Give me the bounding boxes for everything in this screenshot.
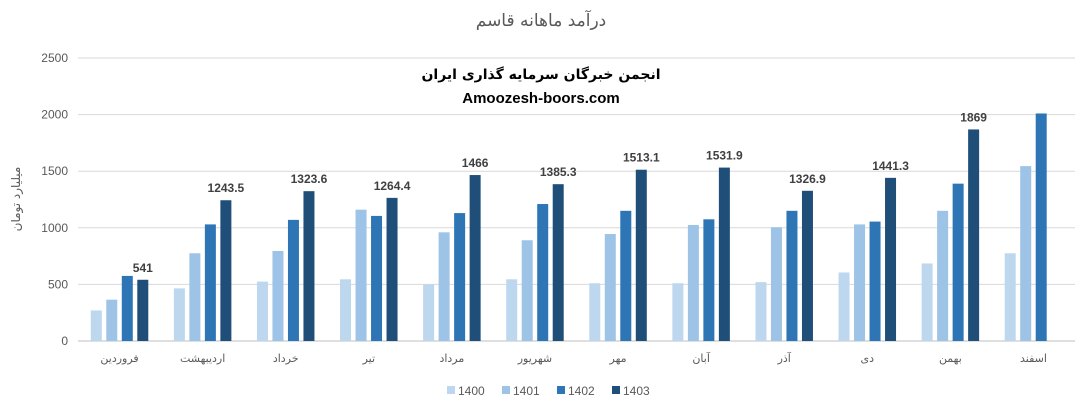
bar-1403-3 bbox=[303, 191, 315, 341]
bar-1402-10 bbox=[869, 221, 881, 341]
bar-1400-1 bbox=[90, 310, 102, 341]
bar-1400-5 bbox=[423, 284, 435, 341]
bar-1403-2 bbox=[220, 200, 232, 341]
bar-1401-1 bbox=[106, 299, 118, 341]
data-label: 1441.3 bbox=[872, 159, 909, 173]
category-label: خرداد bbox=[273, 352, 299, 365]
bar-1401-3 bbox=[272, 251, 284, 341]
category-label: شهریور bbox=[517, 352, 552, 365]
legend-item: 1400 bbox=[447, 384, 485, 398]
bar-1403-7 bbox=[635, 169, 647, 341]
data-label: 1264.4 bbox=[374, 179, 411, 193]
bar-1402-4 bbox=[371, 215, 383, 341]
category-label: دی bbox=[861, 352, 875, 365]
data-labels: 541 1243.5 1323.6 1264.4 1466 1385.3 1513.1 153… bbox=[133, 110, 988, 274]
y-tick-label: 2500 bbox=[41, 51, 68, 65]
bar-1401-9 bbox=[770, 227, 782, 341]
category-label: مهر bbox=[609, 352, 627, 365]
gridlines bbox=[78, 57, 1075, 342]
bar-1403-9 bbox=[801, 190, 813, 341]
bar-1401-2 bbox=[189, 253, 201, 341]
bar-1403-4 bbox=[386, 197, 398, 341]
bar-1402-11 bbox=[952, 183, 964, 341]
data-label: 1869 bbox=[960, 110, 987, 124]
data-label: 1513.1 bbox=[623, 151, 660, 165]
bar-1401-7 bbox=[604, 234, 616, 341]
category-label: اسفند bbox=[1020, 352, 1047, 365]
data-label: 1326.9 bbox=[789, 172, 826, 186]
category-label: بهمن bbox=[939, 352, 962, 365]
legend-item: 1403 bbox=[612, 384, 650, 398]
legend-swatch bbox=[612, 386, 620, 394]
bar-1402-12 bbox=[1035, 113, 1047, 341]
data-label: 1243.5 bbox=[208, 181, 245, 195]
legend-swatch bbox=[557, 386, 565, 394]
bar-1400-4 bbox=[340, 279, 352, 341]
bar-1403-5 bbox=[469, 175, 481, 341]
data-label: 1466 bbox=[462, 156, 489, 170]
category-label: مرداد bbox=[439, 352, 464, 365]
bar-1402-9 bbox=[786, 210, 798, 341]
bar-1401-11 bbox=[937, 210, 949, 341]
bar-1401-8 bbox=[687, 224, 699, 341]
bar-1402-5 bbox=[454, 213, 466, 341]
bar-1400-12 bbox=[1004, 253, 1016, 341]
data-label: 1385.3 bbox=[540, 165, 577, 179]
bar-1402-7 bbox=[620, 210, 632, 341]
legend-label: 1400 bbox=[458, 384, 485, 398]
legend-swatch bbox=[447, 386, 455, 394]
bar-1400-9 bbox=[755, 282, 767, 341]
bar-1403-1 bbox=[137, 279, 149, 341]
category-label: اردیبهشت bbox=[180, 352, 225, 365]
bar-1401-4 bbox=[355, 209, 367, 341]
bar-1403-6 bbox=[552, 184, 564, 341]
bar-1403-10 bbox=[885, 177, 897, 341]
category-labels: فروردین اردیبهشت خرداد تیر مرداد شهریور مهر آبا… bbox=[100, 351, 1047, 365]
y-axis-label: میلیارد تومان bbox=[9, 167, 24, 232]
category-label: آبان bbox=[692, 351, 710, 365]
bar-1400-3 bbox=[256, 281, 268, 341]
y-axis-ticks: 0 500 1000 1500 2000 2500 bbox=[41, 51, 68, 348]
bar-1401-5 bbox=[438, 232, 450, 341]
data-label: 1531.9 bbox=[706, 149, 743, 163]
y-tick-label: 2000 bbox=[41, 108, 68, 122]
bar-1402-1 bbox=[121, 275, 133, 341]
bar-1401-6 bbox=[521, 240, 533, 341]
bar-1400-2 bbox=[173, 288, 185, 341]
legend-label: 1401 bbox=[513, 384, 540, 398]
y-tick-label: 0 bbox=[61, 334, 68, 348]
data-label: 1323.6 bbox=[291, 172, 328, 186]
y-tick-label: 500 bbox=[48, 277, 68, 291]
bar-1403-11 bbox=[968, 129, 980, 341]
category-label: فروردین bbox=[100, 352, 138, 365]
data-label: 541 bbox=[133, 261, 153, 275]
legend: 1400 1401 1402 1403 bbox=[447, 384, 650, 398]
legend-label: 1403 bbox=[623, 384, 650, 398]
y-tick-label: 1500 bbox=[41, 164, 68, 178]
bar-1402-3 bbox=[287, 219, 299, 341]
bar-1401-10 bbox=[854, 224, 866, 341]
bar-1400-11 bbox=[921, 263, 933, 341]
category-label: آذر bbox=[777, 351, 792, 365]
bar-1402-8 bbox=[703, 219, 715, 341]
bar-1402-2 bbox=[204, 224, 216, 341]
bars bbox=[90, 113, 1047, 341]
legend-swatch bbox=[502, 386, 510, 394]
bar-1402-6 bbox=[537, 204, 549, 341]
watermark-url: Amoozesh-boors.com bbox=[462, 90, 620, 107]
y-tick-label: 1000 bbox=[41, 221, 68, 235]
watermark-title: انجمن خبرگان سرمایه گذاری ایران bbox=[421, 66, 660, 83]
chart-title: درآمد ماهانه قاسم bbox=[476, 9, 606, 31]
legend-item: 1402 bbox=[557, 384, 595, 398]
bar-1400-7 bbox=[589, 283, 601, 341]
bar-1400-6 bbox=[506, 279, 518, 341]
legend-item: 1401 bbox=[502, 384, 540, 398]
category-label: تیر bbox=[362, 352, 375, 365]
bar-1403-8 bbox=[718, 167, 730, 341]
bar-1400-8 bbox=[672, 283, 684, 341]
legend-label: 1402 bbox=[568, 384, 595, 398]
bar-1400-10 bbox=[838, 272, 850, 341]
bar-1401-12 bbox=[1020, 166, 1032, 341]
